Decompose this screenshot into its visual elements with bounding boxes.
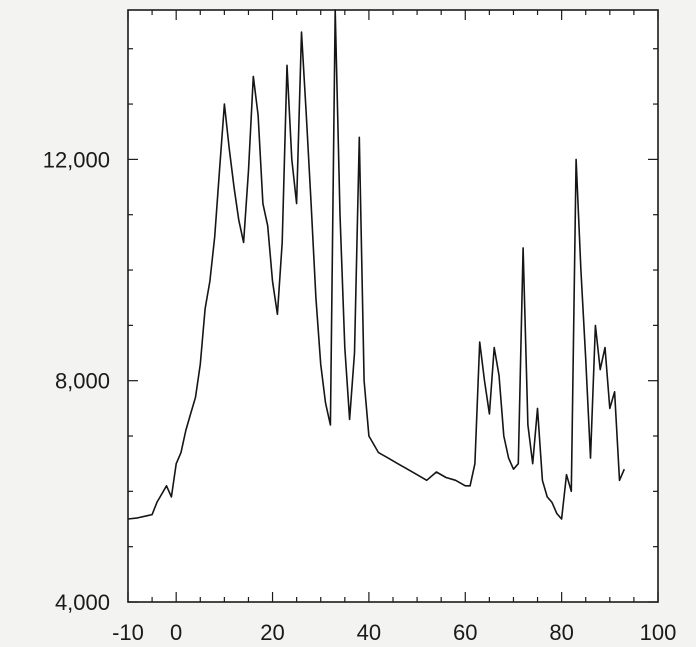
y-tick-label: 12,000 (43, 147, 110, 172)
x-tick-label: 60 (453, 620, 477, 645)
x-tick-label: 100 (640, 620, 677, 645)
y-tick-label: 8,000 (55, 369, 110, 394)
y-tick-label: 4,000 (55, 590, 110, 615)
series-line (127, 9, 626, 520)
x-tick-label: 0 (170, 620, 182, 645)
x-tick-label: 80 (549, 620, 573, 645)
axis-tick-labels: -10 0 20 40 60 80 100 4,000 8,000 12,000 (43, 147, 677, 645)
plot-area-frame (127, 9, 659, 603)
axis-ticks (127, 10, 659, 603)
x-tick-label: -10 (112, 620, 144, 645)
x-tick-label: 20 (260, 620, 284, 645)
x-tick-label: 40 (357, 620, 381, 645)
